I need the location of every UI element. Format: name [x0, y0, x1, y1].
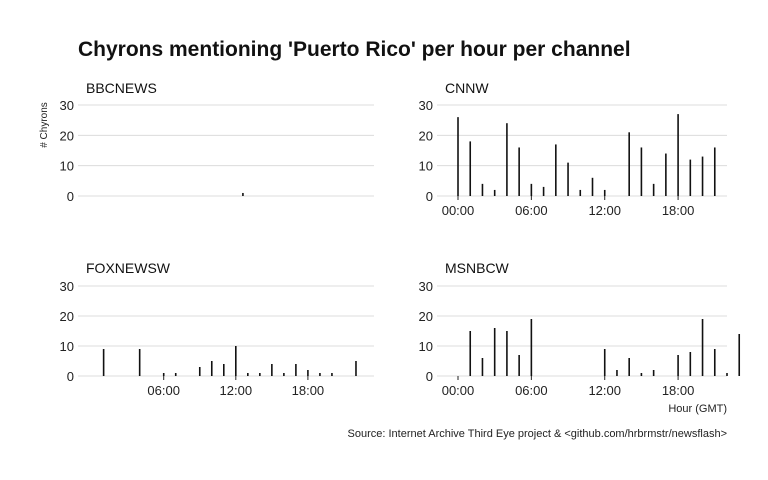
y-tick-label: 20 — [60, 309, 74, 324]
y-tick-label: 20 — [60, 128, 74, 143]
y-tick-label: 0 — [67, 369, 74, 384]
y-tick-label: 0 — [426, 189, 433, 204]
panel-msnbcw: MSNBCW 0 10 20 30 00:00 06:00 12:00 18:00 — [419, 260, 741, 398]
chart-title: Chyrons mentioning 'Puerto Rico' per hou… — [78, 38, 631, 61]
panel-cnnw: CNNW 0 10 20 30 00:00 06:00 12:00 18:00 — [419, 80, 727, 218]
y-tick-label: 10 — [60, 339, 74, 354]
x-axis-label: Hour (GMT) — [668, 403, 727, 415]
panel-title: MSNBCW — [445, 260, 510, 276]
panel-title: CNNW — [445, 80, 489, 96]
x-tick-label: 06:00 — [147, 383, 180, 398]
source-caption: Source: Internet Archive Third Eye proje… — [348, 428, 727, 440]
x-tick-label: 00:00 — [442, 203, 475, 218]
x-tick-label: 18:00 — [662, 203, 695, 218]
x-tick-label: 18:00 — [292, 383, 325, 398]
y-axis-label: # Chyrons — [39, 102, 50, 148]
y-tick-label: 10 — [419, 159, 433, 174]
y-tick-label: 30 — [60, 279, 74, 294]
y-tick-label: 20 — [419, 128, 433, 143]
panel-title: BBCNEWS — [86, 80, 157, 96]
x-tick-label: 18:00 — [662, 383, 695, 398]
x-tick-label: 12:00 — [588, 383, 621, 398]
y-tick-label: 30 — [60, 98, 74, 113]
panel-bbcnews: BBCNEWS 0 10 20 30 — [60, 80, 374, 204]
x-tick-label: 06:00 — [515, 203, 548, 218]
x-tick-label: 12:00 — [588, 203, 621, 218]
x-tick-label: 00:00 — [442, 383, 475, 398]
x-tick-label: 06:00 — [515, 383, 548, 398]
panel-foxnewsw: FOXNEWSW 0 10 20 30 06:00 12:00 18:00 — [60, 260, 374, 398]
y-tick-label: 30 — [419, 98, 433, 113]
panel-title: FOXNEWSW — [86, 260, 171, 276]
y-tick-label: 0 — [67, 189, 74, 204]
y-tick-label: 20 — [419, 309, 433, 324]
panels-group: BBCNEWS 0 10 20 30 CNNW 0 10 20 30 00:00 06:00 12:00… — [60, 80, 741, 398]
y-tick-label: 0 — [426, 369, 433, 384]
y-tick-label: 30 — [419, 279, 433, 294]
y-tick-label: 10 — [419, 339, 433, 354]
y-tick-label: 10 — [60, 159, 74, 174]
x-tick-label: 12:00 — [220, 383, 253, 398]
